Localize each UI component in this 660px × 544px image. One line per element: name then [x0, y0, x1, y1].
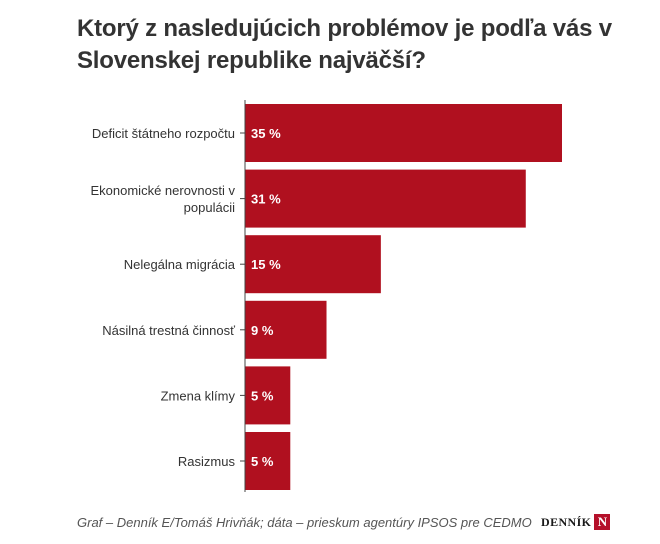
category-label-0: Deficit štátneho rozpočtu: [92, 126, 235, 141]
denník-n-logo: DENNÍK N: [541, 513, 611, 531]
value-label-0: 35 %: [251, 126, 281, 141]
bar-5: [245, 432, 291, 490]
value-label-2: 15 %: [251, 257, 281, 272]
category-label-3: Násilná trestná činnosť: [102, 323, 235, 338]
bar-1: [245, 169, 526, 228]
source-note: Graf – Denník E/Tomáš Hrivňák; dáta – pr…: [77, 515, 532, 530]
category-label-2: Nelegálna migrácia: [124, 257, 236, 272]
bar-2: [245, 235, 381, 294]
category-label-1: Ekonomické nerovnosti v populácii: [90, 183, 235, 215]
category-labels-group: Deficit štátneho rozpočtu Ekonomické nero…: [90, 126, 245, 469]
logo-n-icon: N: [594, 514, 611, 530]
category-label-4: Zmena klímy: [161, 388, 236, 403]
value-label-4: 5 %: [251, 388, 274, 403]
value-labels-group: 35 % 31 % 15 % 9 % 5 % 5 %: [251, 126, 281, 469]
bar-4: [245, 366, 291, 425]
value-label-5: 5 %: [251, 454, 274, 469]
chart-title: Ktorý z nasledujúcich problémov je podľa…: [77, 15, 612, 74]
value-label-1: 31 %: [251, 192, 281, 207]
bar-0: [245, 104, 562, 162]
category-label-5: Rasizmus: [178, 454, 236, 469]
bars-group: [245, 104, 562, 490]
logo-text: DENNÍK: [541, 514, 592, 529]
value-label-3: 9 %: [251, 323, 274, 338]
bar-3: [245, 300, 327, 359]
